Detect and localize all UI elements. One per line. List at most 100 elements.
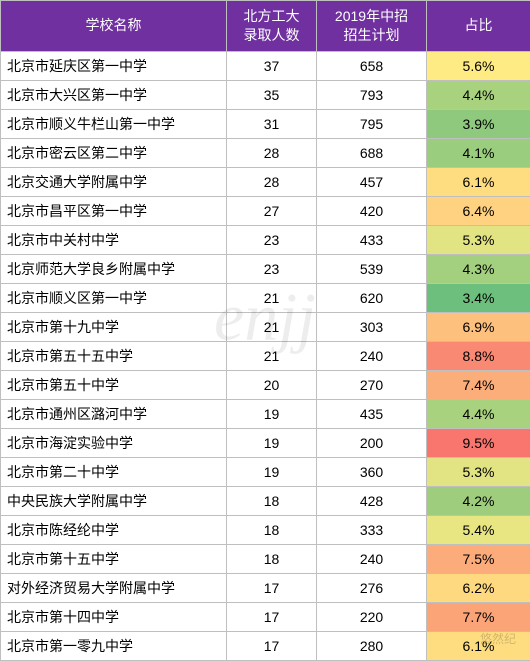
cell-ratio: 7.4% bbox=[427, 370, 530, 399]
cell-num: 688 bbox=[317, 138, 427, 167]
table-row: 北京师范大学良乡附属中学235394.3% bbox=[1, 254, 530, 283]
cell-ratio: 4.4% bbox=[427, 80, 530, 109]
cell-num: 360 bbox=[317, 457, 427, 486]
cell-school: 北京市第二十中学 bbox=[1, 457, 227, 486]
cell-num: 795 bbox=[317, 109, 427, 138]
table-row: 北京市第五十中学202707.4% bbox=[1, 370, 530, 399]
cell-num: 658 bbox=[317, 51, 427, 80]
cell-num: 17 bbox=[227, 573, 317, 602]
cell-school: 北京师范大学良乡附属中学 bbox=[1, 254, 227, 283]
cell-ratio: 4.3% bbox=[427, 254, 530, 283]
cell-school: 北京市第十九中学 bbox=[1, 312, 227, 341]
cell-school: 北京市第一零九中学 bbox=[1, 631, 227, 660]
cell-ratio: 9.5% bbox=[427, 428, 530, 457]
cell-num: 21 bbox=[227, 283, 317, 312]
cell-ratio: 7.7% bbox=[427, 602, 530, 631]
cell-ratio: 6.2% bbox=[427, 573, 530, 602]
cell-ratio: 6.9% bbox=[427, 312, 530, 341]
cell-num: 240 bbox=[317, 341, 427, 370]
table-row: 对外经济贸易大学附属中学172766.2% bbox=[1, 573, 530, 602]
cell-num: 28 bbox=[227, 138, 317, 167]
cell-school: 北京市顺义区第一中学 bbox=[1, 283, 227, 312]
cell-num: 270 bbox=[317, 370, 427, 399]
cell-num: 433 bbox=[317, 225, 427, 254]
cell-num: 21 bbox=[227, 312, 317, 341]
cell-school: 北京市大兴区第一中学 bbox=[1, 80, 227, 109]
table-row: 北京市第一零九中学172806.1% bbox=[1, 631, 530, 660]
cell-school: 北京市第五十五中学 bbox=[1, 341, 227, 370]
cell-ratio: 5.6% bbox=[427, 51, 530, 80]
cell-ratio: 7.5% bbox=[427, 544, 530, 573]
cell-num: 37 bbox=[227, 51, 317, 80]
cell-num: 18 bbox=[227, 486, 317, 515]
table-row: 北京市第十九中学213036.9% bbox=[1, 312, 530, 341]
cell-num: 240 bbox=[317, 544, 427, 573]
cell-school: 北京市昌平区第一中学 bbox=[1, 196, 227, 225]
cell-num: 35 bbox=[227, 80, 317, 109]
cell-num: 18 bbox=[227, 544, 317, 573]
cell-school: 北京交通大学附属中学 bbox=[1, 167, 227, 196]
cell-school: 北京市第十四中学 bbox=[1, 602, 227, 631]
cell-ratio: 5.3% bbox=[427, 225, 530, 254]
cell-ratio: 6.1% bbox=[427, 631, 530, 660]
cell-ratio: 3.9% bbox=[427, 109, 530, 138]
cell-school: 对外经济贸易大学附属中学 bbox=[1, 573, 227, 602]
cell-ratio: 3.4% bbox=[427, 283, 530, 312]
cell-num: 28 bbox=[227, 167, 317, 196]
table-row: 北京市通州区潞河中学194354.4% bbox=[1, 399, 530, 428]
cell-ratio: 4.1% bbox=[427, 138, 530, 167]
header-cell: 学校名称 bbox=[1, 1, 227, 52]
cell-num: 435 bbox=[317, 399, 427, 428]
cell-school: 北京市第五十中学 bbox=[1, 370, 227, 399]
table-row: 北京交通大学附属中学284576.1% bbox=[1, 167, 530, 196]
cell-num: 793 bbox=[317, 80, 427, 109]
header-row: 学校名称北方工大录取人数2019年中招招生计划占比 bbox=[1, 1, 530, 52]
cell-num: 27 bbox=[227, 196, 317, 225]
header-cell: 占比 bbox=[427, 1, 530, 52]
table-row: 北京市顺义区第一中学216203.4% bbox=[1, 283, 530, 312]
cell-num: 457 bbox=[317, 167, 427, 196]
cell-num: 23 bbox=[227, 254, 317, 283]
cell-school: 北京市海淀实验中学 bbox=[1, 428, 227, 457]
cell-num: 23 bbox=[227, 225, 317, 254]
cell-school: 北京市顺义牛栏山第一中学 bbox=[1, 109, 227, 138]
header-cell: 北方工大录取人数 bbox=[227, 1, 317, 52]
cell-num: 620 bbox=[317, 283, 427, 312]
cell-school: 北京市第十五中学 bbox=[1, 544, 227, 573]
cell-school: 北京市通州区潞河中学 bbox=[1, 399, 227, 428]
cell-num: 18 bbox=[227, 515, 317, 544]
cell-ratio: 5.3% bbox=[427, 457, 530, 486]
table-row: 北京市第五十五中学212408.8% bbox=[1, 341, 530, 370]
cell-ratio: 4.2% bbox=[427, 486, 530, 515]
cell-ratio: 5.4% bbox=[427, 515, 530, 544]
table-row: 北京市密云区第二中学286884.1% bbox=[1, 138, 530, 167]
table-row: 中央民族大学附属中学184284.2% bbox=[1, 486, 530, 515]
table-row: 北京市大兴区第一中学357934.4% bbox=[1, 80, 530, 109]
table-row: 北京市昌平区第一中学274206.4% bbox=[1, 196, 530, 225]
table-row: 北京市中关村中学234335.3% bbox=[1, 225, 530, 254]
table-body: 北京市延庆区第一中学376585.6%北京市大兴区第一中学357934.4%北京… bbox=[1, 51, 530, 660]
cell-num: 303 bbox=[317, 312, 427, 341]
cell-num: 17 bbox=[227, 631, 317, 660]
cell-num: 17 bbox=[227, 602, 317, 631]
table-row: 北京市顺义牛栏山第一中学317953.9% bbox=[1, 109, 530, 138]
table-row: 北京市海淀实验中学192009.5% bbox=[1, 428, 530, 457]
cell-school: 北京市密云区第二中学 bbox=[1, 138, 227, 167]
cell-num: 333 bbox=[317, 515, 427, 544]
cell-ratio: 8.8% bbox=[427, 341, 530, 370]
cell-num: 420 bbox=[317, 196, 427, 225]
cell-ratio: 4.4% bbox=[427, 399, 530, 428]
cell-num: 200 bbox=[317, 428, 427, 457]
table-row: 北京市第十四中学172207.7% bbox=[1, 602, 530, 631]
school-admission-table: 学校名称北方工大录取人数2019年中招招生计划占比 北京市延庆区第一中学3765… bbox=[0, 0, 530, 661]
cell-num: 19 bbox=[227, 457, 317, 486]
cell-num: 21 bbox=[227, 341, 317, 370]
table-row: 北京市第十五中学182407.5% bbox=[1, 544, 530, 573]
cell-school: 北京市延庆区第一中学 bbox=[1, 51, 227, 80]
cell-num: 20 bbox=[227, 370, 317, 399]
cell-school: 北京市中关村中学 bbox=[1, 225, 227, 254]
cell-school: 中央民族大学附属中学 bbox=[1, 486, 227, 515]
header-cell: 2019年中招招生计划 bbox=[317, 1, 427, 52]
cell-num: 19 bbox=[227, 428, 317, 457]
cell-num: 280 bbox=[317, 631, 427, 660]
